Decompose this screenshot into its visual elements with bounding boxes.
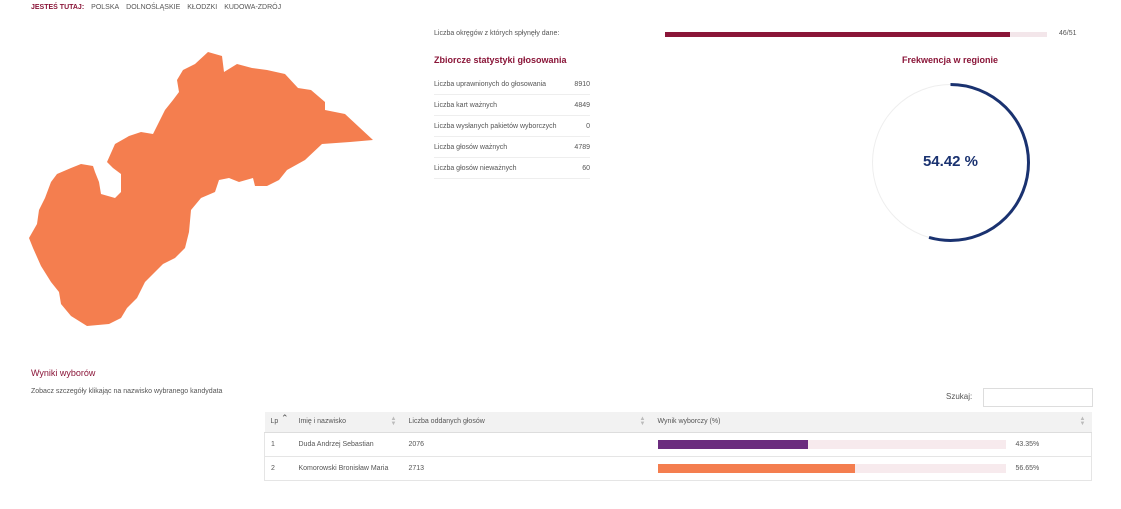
breadcrumb-item-dolnoslaskie[interactable]: DOLNOŚLĄSKIE — [126, 4, 181, 11]
breadcrumb-item-kudowa-zdroj[interactable]: KUDOWA-ZDRÓJ — [224, 4, 282, 11]
cell-lp: 2 — [264, 456, 293, 481]
cell-result: 43.35% — [651, 432, 1092, 457]
cell-votes: 2076 — [402, 432, 652, 457]
stat-row-eligible: Liczba uprawnionych do głosowania 8910 — [434, 74, 590, 95]
result-percent: 43.35% — [1015, 440, 1040, 448]
breadcrumb: JESTEŚ TUTAJ: POLSKA DOLNOŚLĄSKIE KŁODZK… — [31, 4, 281, 11]
results-hint: Zobacz szczegóły klikając na nazwisko wy… — [31, 388, 223, 395]
column-header-name[interactable]: Imię i nazwisko ▲ ▼ — [292, 412, 403, 433]
result-bar — [657, 439, 1006, 449]
result-bar-fill — [657, 463, 855, 473]
turnout-value: 54.42 % — [922, 153, 979, 170]
stat-value: 60 — [582, 164, 590, 172]
districts-progress-bar — [665, 32, 1047, 37]
stat-label: Liczba wysłanych pakietów wyborczych — [434, 122, 557, 130]
column-label: Lp — [270, 418, 279, 426]
stats-list: Liczba uprawnionych do głosowania 8910 L… — [434, 74, 590, 179]
column-label: Wynik wyborczy (%) — [657, 418, 721, 426]
turnout-title: Frekwencja w regionie — [901, 55, 999, 65]
cell-votes: 2713 — [402, 456, 652, 481]
sort-icon: ▲ ▼ — [639, 416, 646, 427]
districts-progress-fill — [665, 32, 1010, 37]
stat-value: 0 — [586, 122, 590, 130]
sort-asc-icon: ⌃ — [280, 413, 289, 423]
column-header-lp[interactable]: Lp ⌃ — [264, 412, 293, 433]
stat-label: Liczba kart ważnych — [434, 101, 498, 109]
column-label: Liczba oddanych głosów — [408, 418, 485, 426]
stat-row-mail-packages: Liczba wysłanych pakietów wyborczych 0 — [434, 116, 590, 137]
breadcrumb-item-polska[interactable]: POLSKA — [91, 4, 120, 11]
stat-label: Liczba uprawnionych do głosowania — [434, 80, 547, 88]
turnout-gauge — [871, 83, 1030, 242]
stats-title: Zbiorcze statystyki głosowania — [434, 55, 567, 65]
results-table: Lp ⌃ Imię i nazwisko ▲ ▼ Liczba oddanych … — [264, 412, 1092, 481]
districts-progress-count: 46/51 — [1059, 30, 1077, 37]
result-bar-fill — [657, 439, 809, 449]
result-percent: 56.65% — [1015, 464, 1040, 472]
sort-icon: ▲ ▼ — [390, 416, 397, 427]
districts-progress-label: Liczba okręgów z których spłynęły dane: — [434, 30, 560, 37]
stat-label: Liczba głosów ważnych — [434, 143, 508, 151]
result-bar — [657, 463, 1006, 473]
sort-icon: ▲ ▼ — [1079, 416, 1086, 427]
gauge-arc — [871, 83, 1030, 242]
candidate-name-link[interactable]: Komorowski Bronisław Maria — [292, 456, 403, 481]
stat-row-invalid-votes: Liczba głosów nieważnych 60 — [434, 158, 590, 179]
stat-value: 4789 — [574, 143, 590, 151]
stat-value: 4849 — [574, 101, 590, 109]
column-label: Imię i nazwisko — [298, 418, 346, 426]
region-shape[interactable] — [29, 52, 373, 326]
column-header-votes[interactable]: Liczba oddanych głosów ▲ ▼ — [402, 412, 652, 433]
cell-result: 56.65% — [651, 456, 1092, 481]
results-title: Wyniki wyborów — [31, 368, 96, 378]
search-label: Szukaj: — [946, 392, 973, 401]
region-map[interactable] — [25, 48, 377, 333]
stat-row-valid-votes: Liczba głosów ważnych 4789 — [434, 137, 590, 158]
search-input[interactable] — [983, 388, 1093, 407]
breadcrumb-prefix: JESTEŚ TUTAJ: — [31, 4, 85, 11]
stat-label: Liczba głosów nieważnych — [434, 164, 517, 172]
breadcrumb-item-klodzki[interactable]: KŁODZKI — [187, 4, 218, 11]
stat-row-valid-cards: Liczba kart ważnych 4849 — [434, 95, 590, 116]
table-row[interactable]: 2 Komorowski Bronisław Maria 2713 56.65% — [264, 456, 1092, 481]
stat-value: 8910 — [574, 80, 590, 88]
table-row[interactable]: 1 Duda Andrzej Sebastian 2076 43.35% — [264, 432, 1092, 457]
cell-lp: 1 — [264, 432, 293, 457]
column-header-result[interactable]: Wynik wyborczy (%) ▲ ▼ — [651, 412, 1092, 433]
candidate-name-link[interactable]: Duda Andrzej Sebastian — [292, 432, 403, 457]
